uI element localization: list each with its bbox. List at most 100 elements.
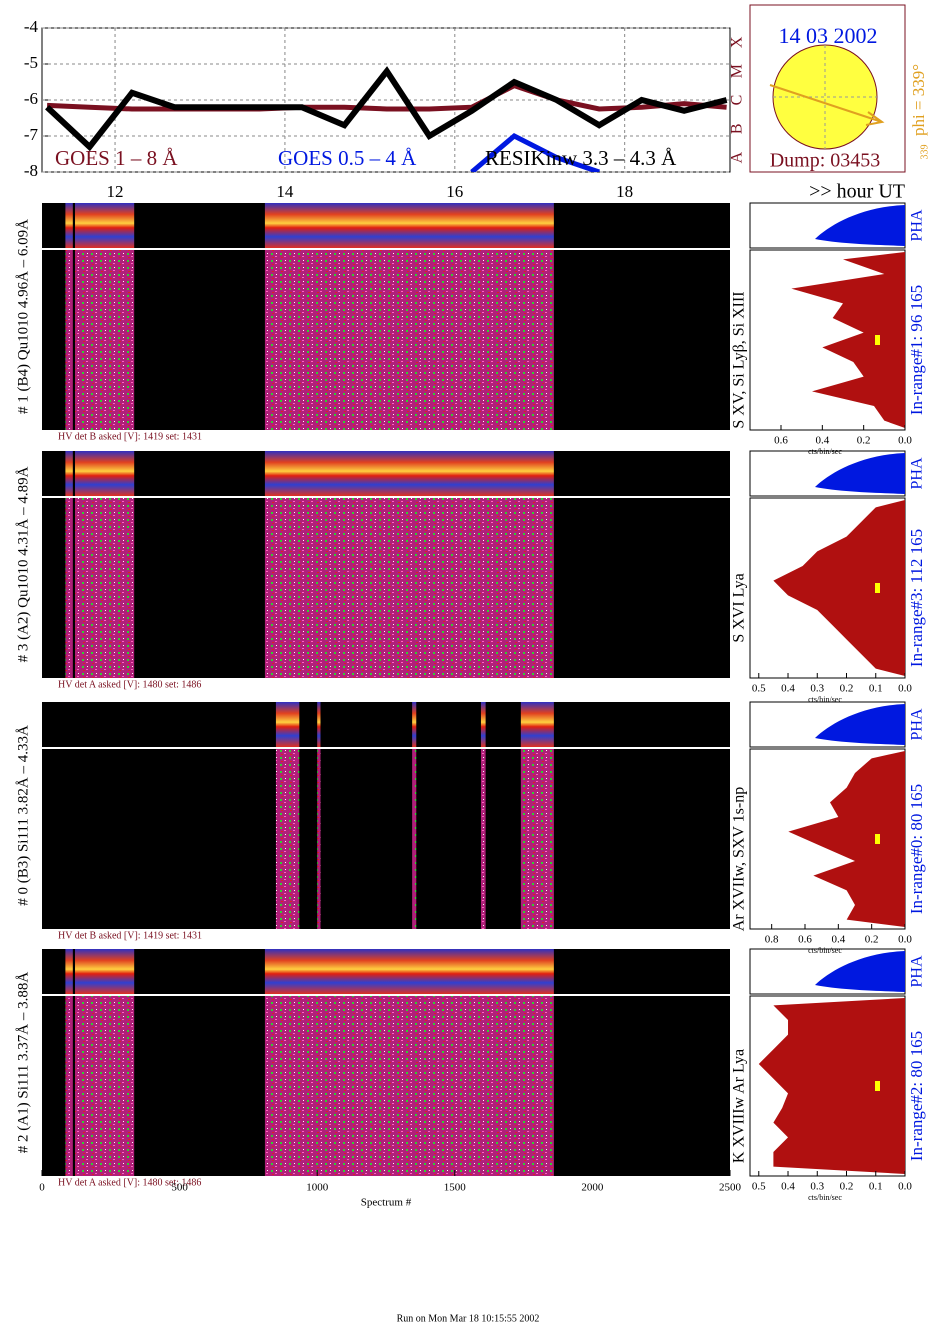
range-label: In-range#2: 80 165 <box>907 1031 926 1161</box>
marker <box>875 1081 880 1091</box>
hist-tick-label: 0.8 <box>765 934 779 946</box>
hist-tick-label: 0.3 <box>810 683 824 695</box>
map-segment <box>520 749 554 929</box>
histogram <box>773 500 905 676</box>
hv-label: HV det A asked [V]: 1480 set: 1486 <box>58 679 201 690</box>
hist-tick-label: 0.3 <box>810 1181 824 1193</box>
sun-arrow <box>769 84 885 126</box>
map-bg <box>42 749 730 929</box>
hist-tick-label: 0.2 <box>840 1181 854 1193</box>
hist-tick-label: 0.0 <box>898 934 912 946</box>
x-tick-label: 2500 <box>719 1182 742 1194</box>
strip-segment <box>412 702 417 747</box>
line-label: S XV, Si Lyβ, Si XIII <box>731 291 748 428</box>
marker <box>875 583 880 593</box>
pha-shape <box>815 704 905 745</box>
hist-unit: cts/bin/sec <box>808 695 842 704</box>
map-segment <box>75 996 135 1176</box>
strip-segment <box>65 949 73 994</box>
line-label: Ar XVIIw, SXV 1s-np <box>731 787 748 931</box>
pha-shape <box>815 951 905 992</box>
strip-segment <box>75 451 135 496</box>
y-tick-label: -8 <box>24 161 38 180</box>
panel-label: # 3 (A2) Qu1010 4.31Å – 4.89Å <box>15 466 31 662</box>
hist-tick-label: 0.5 <box>752 683 766 695</box>
hist-tick-label: 0.5 <box>752 1181 766 1193</box>
map-segment <box>412 749 417 929</box>
x-tick-label: 18 <box>616 182 633 201</box>
strip-segment <box>275 702 300 747</box>
strip-segment <box>264 451 554 496</box>
panel-label: # 2 (A1) Si111 3.37Å – 3.88Å <box>15 972 31 1154</box>
strip-segment <box>480 702 486 747</box>
x-tick-label: 1000 <box>306 1182 329 1194</box>
legend-entry: RESIKinw 3.3 – 4.3 Å <box>485 146 677 170</box>
strip-segment <box>65 451 73 496</box>
strip-segment <box>264 949 554 994</box>
hist-tick-label: 0.6 <box>774 435 788 447</box>
strip-segment <box>317 702 321 747</box>
strip-segment <box>75 203 135 248</box>
series-line <box>45 66 728 152</box>
hist-tick-label: 0.0 <box>898 1181 912 1193</box>
map-segment <box>275 749 300 929</box>
line-label: S XVI Lya <box>731 573 748 642</box>
class-label: C <box>729 95 746 106</box>
hist-tick-label: 0.0 <box>898 683 912 695</box>
strip-segment <box>65 203 73 248</box>
histogram <box>791 252 905 428</box>
x-tick-label: 14 <box>276 182 294 201</box>
hv-label: HV det A asked [V]: 1480 set: 1486 <box>58 1177 201 1188</box>
hv-label: HV det B asked [V]: 1419 set: 1431 <box>58 930 202 941</box>
legend-entry: GOES 1 – 8 Å <box>55 146 178 170</box>
x-axis-label: Spectrum # <box>361 1197 412 1209</box>
x-axis-label: >> hour UT <box>809 181 905 203</box>
range-label: In-range#0: 80 165 <box>907 784 926 914</box>
x-tick-label: 0 <box>39 1182 45 1194</box>
dump: Dump: 03453 <box>770 150 881 172</box>
sun-frame <box>749 4 906 173</box>
hist-tick-label: 0.2 <box>865 934 879 946</box>
legend-entry: GOES 0.5 – 4 Å <box>278 146 417 170</box>
hist-tick-label: 0.4 <box>781 1181 795 1193</box>
series-line <box>470 133 600 172</box>
x-tick-label: 12 <box>107 182 124 201</box>
series-line <box>46 82 727 112</box>
phi-small: 339 <box>919 145 930 160</box>
strip-segment <box>264 203 554 248</box>
pha-label: PHA <box>909 457 926 489</box>
class-label: B <box>729 123 746 134</box>
class-label: M <box>729 64 746 78</box>
pha-label: PHA <box>909 708 926 740</box>
hist-unit: cts/bin/sec <box>808 946 842 955</box>
histogram <box>788 751 905 927</box>
map-segment <box>65 250 73 430</box>
map-segment <box>264 996 554 1176</box>
y-tick-label: -6 <box>24 89 38 108</box>
class-label: X <box>729 36 746 48</box>
strip-segment <box>75 949 135 994</box>
strip-bg <box>42 702 730 747</box>
map-segment <box>480 749 486 929</box>
range-label: In-range#1: 96 165 <box>907 285 926 415</box>
map-segment <box>317 749 321 929</box>
x-tick-label: 16 <box>446 182 463 201</box>
map-segment <box>264 498 554 678</box>
line-label: K XVIIIw Ar Lya <box>731 1049 748 1163</box>
marker <box>875 335 880 345</box>
strip-segment <box>520 702 554 747</box>
hist-tick-label: 0.6 <box>798 934 812 946</box>
phi: phi = 339° <box>909 64 928 136</box>
panel-label: # 0 (B3) Si111 3.82Å – 4.33Å <box>15 725 31 906</box>
map-segment <box>65 498 73 678</box>
map-segment <box>75 498 135 678</box>
footer: Run on Mon Mar 18 10:15:55 2002 <box>397 1313 540 1324</box>
pha-shape <box>815 453 905 494</box>
range-label: In-range#3: 112 165 <box>907 529 926 667</box>
hist-tick-label: 0.2 <box>840 683 854 695</box>
pha-label: PHA <box>909 209 926 241</box>
pha-label: PHA <box>909 955 926 987</box>
hv-label: HV det B asked [V]: 1419 set: 1431 <box>58 431 202 442</box>
hist-tick-label: 0.4 <box>815 435 829 447</box>
